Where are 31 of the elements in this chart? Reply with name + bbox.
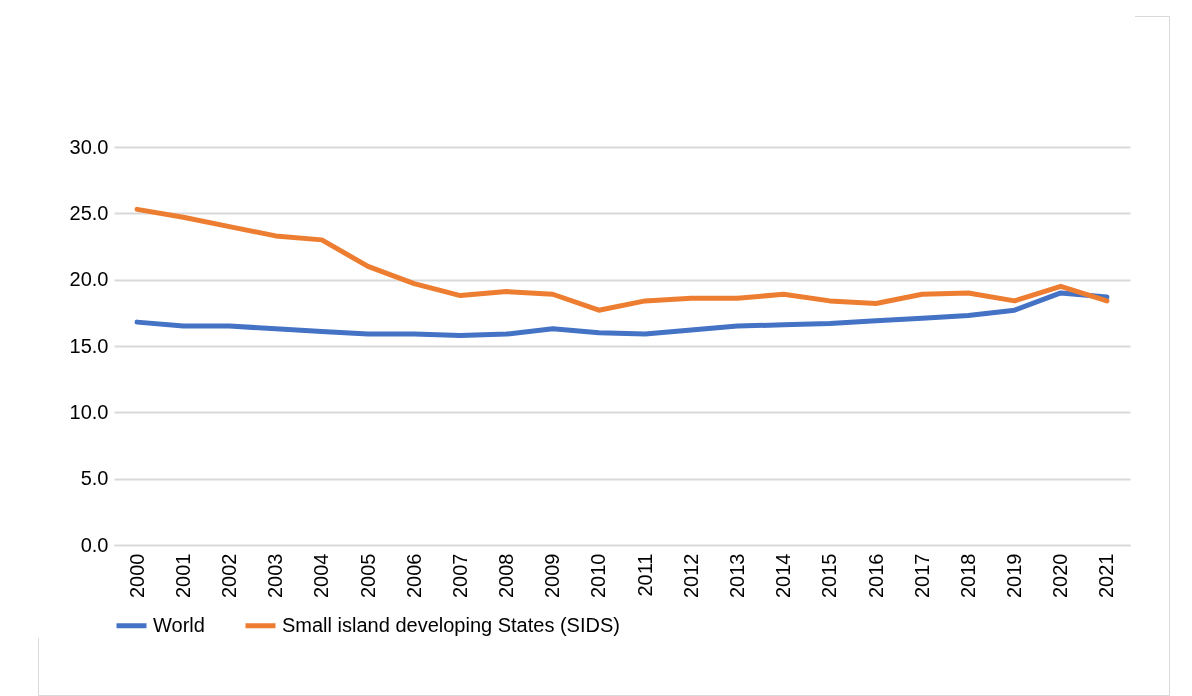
y-tick-label: 5.0 bbox=[80, 467, 109, 490]
x-tick-label: 2019 bbox=[1003, 553, 1026, 598]
x-tick-label: 2005 bbox=[356, 553, 379, 598]
x-tick-label: 2017 bbox=[910, 553, 933, 598]
x-tick-label: 2000 bbox=[125, 553, 148, 598]
x-tick-label: 2016 bbox=[864, 553, 887, 598]
x-tick-label: 2009 bbox=[541, 553, 564, 598]
y-tick-label: 20.0 bbox=[69, 268, 109, 291]
x-tick-label: 2013 bbox=[725, 553, 748, 598]
x-tick-label: 2015 bbox=[818, 553, 841, 598]
y-tick-label: 15.0 bbox=[69, 334, 109, 357]
x-tick-label: 2010 bbox=[587, 553, 610, 598]
x-tick-label: 2014 bbox=[772, 553, 795, 598]
legend-label: World bbox=[153, 613, 205, 636]
x-tick-label: 2006 bbox=[402, 553, 425, 598]
x-tick-label: 2008 bbox=[495, 553, 518, 598]
x-tick-label: 2003 bbox=[264, 553, 287, 598]
x-tick-label: 2007 bbox=[448, 553, 471, 598]
x-tick-label: 2004 bbox=[310, 553, 333, 598]
x-tick-label: 2020 bbox=[1049, 553, 1072, 598]
y-tick-label: 25.0 bbox=[69, 201, 109, 224]
x-tick-label: 2018 bbox=[956, 553, 979, 598]
x-tick-label: 2011 bbox=[633, 553, 656, 597]
y-tick-label: 10.0 bbox=[69, 400, 109, 423]
y-tick-label: 0.0 bbox=[80, 533, 109, 556]
x-tick-label: 2001 bbox=[171, 553, 194, 598]
y-tick-label: 30.0 bbox=[69, 135, 109, 158]
x-tick-label: 2012 bbox=[679, 553, 702, 598]
x-tick-label: 2002 bbox=[217, 553, 240, 598]
x-tick-label: 2021 bbox=[1095, 553, 1118, 598]
legend-label: Small island developing States (SIDS) bbox=[282, 613, 620, 636]
